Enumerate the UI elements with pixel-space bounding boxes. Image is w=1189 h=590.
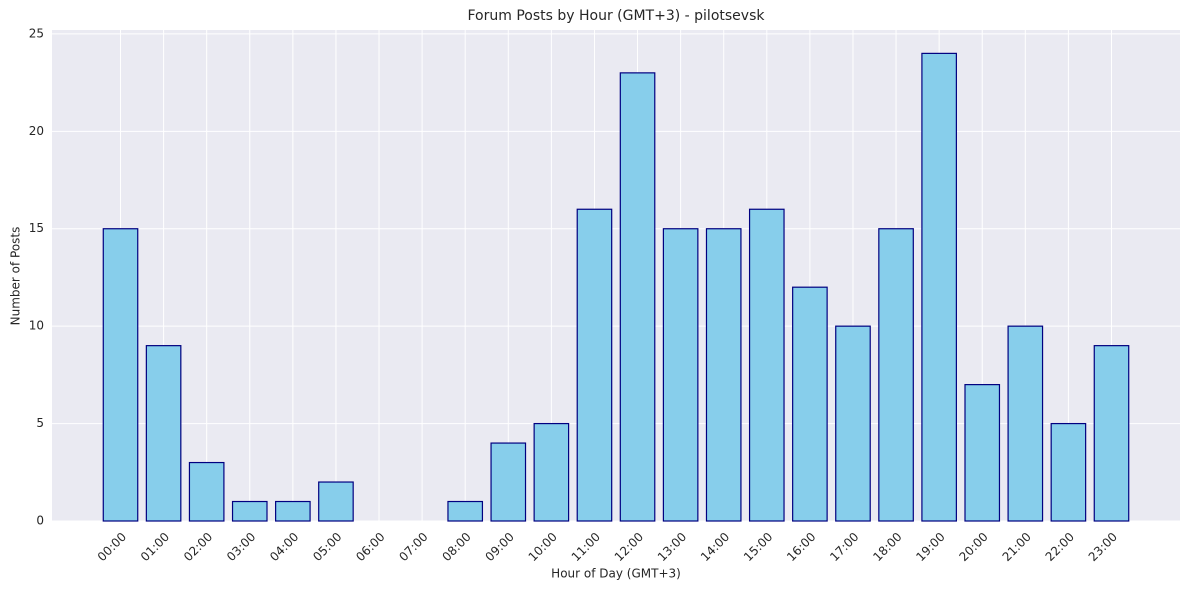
x-tick-label: 22:00 bbox=[1043, 530, 1077, 564]
x-tick-label: 20:00 bbox=[956, 530, 990, 564]
x-tick-label: 03:00 bbox=[224, 530, 258, 564]
bar bbox=[318, 481, 354, 522]
x-tick-label: 08:00 bbox=[439, 530, 473, 564]
y-tick-label: 25 bbox=[29, 26, 44, 40]
x-tick-label: 00:00 bbox=[95, 530, 129, 564]
x-tick-label: 11:00 bbox=[569, 530, 603, 564]
bar bbox=[447, 500, 484, 522]
bar bbox=[576, 208, 613, 522]
x-tick-label: 15:00 bbox=[741, 530, 775, 564]
y-tick-label: 20 bbox=[29, 124, 44, 138]
x-axis-label: Hour of Day (GMT+3) bbox=[551, 567, 681, 581]
bar bbox=[102, 228, 139, 522]
bar bbox=[921, 52, 957, 522]
bar bbox=[490, 442, 527, 522]
x-tick-label: 05:00 bbox=[310, 530, 344, 564]
x-tick-label: 13:00 bbox=[655, 530, 689, 564]
bar bbox=[231, 500, 268, 522]
bar bbox=[835, 325, 871, 522]
bar bbox=[1050, 422, 1087, 522]
bar bbox=[878, 228, 914, 522]
x-tick-label: 06:00 bbox=[353, 530, 387, 564]
x-tick-label: 12:00 bbox=[612, 530, 646, 564]
y-tick-label: 15 bbox=[29, 221, 44, 235]
bar bbox=[748, 208, 785, 522]
bar bbox=[145, 345, 182, 522]
y-tick-label: 5 bbox=[36, 416, 44, 430]
bar bbox=[1007, 325, 1044, 522]
bar bbox=[705, 228, 742, 522]
x-tick-label: 18:00 bbox=[870, 530, 904, 564]
y-tick-label: 0 bbox=[36, 514, 44, 528]
bar bbox=[533, 422, 570, 522]
x-tick-label: 21:00 bbox=[1000, 530, 1034, 564]
x-tick-label: 09:00 bbox=[483, 530, 517, 564]
x-tick-label: 19:00 bbox=[913, 530, 947, 564]
x-tick-label: 10:00 bbox=[526, 530, 560, 564]
y-tick-label: 10 bbox=[29, 319, 44, 333]
bar bbox=[619, 72, 656, 522]
bar bbox=[188, 461, 225, 522]
y-axis-label: Number of Posts bbox=[9, 227, 23, 326]
chart-title: Forum Posts by Hour (GMT+3) - pilotsevsk bbox=[468, 8, 766, 24]
bar bbox=[964, 384, 1001, 522]
x-tick-label: 01:00 bbox=[138, 530, 172, 564]
x-tick-label: 16:00 bbox=[784, 530, 818, 564]
bar bbox=[662, 228, 699, 522]
bar bbox=[792, 286, 828, 522]
x-tick-label: 02:00 bbox=[181, 530, 215, 564]
x-tick-label: 07:00 bbox=[396, 530, 430, 564]
x-tick-label: 14:00 bbox=[698, 530, 732, 564]
bar bbox=[1093, 345, 1130, 522]
x-tick-label: 04:00 bbox=[267, 530, 301, 564]
bar bbox=[275, 500, 311, 522]
x-tick-label: 23:00 bbox=[1086, 530, 1120, 564]
x-tick-label: 17:00 bbox=[827, 530, 861, 564]
